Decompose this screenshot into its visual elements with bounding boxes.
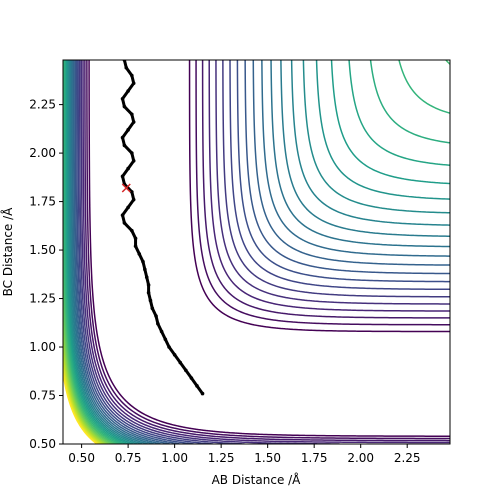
x-tick-label: 1.25 [208, 451, 235, 465]
contour-level [74, 60, 450, 444]
trajectory-point [200, 391, 205, 396]
trajectory-point [172, 352, 177, 357]
contour-level [63, 360, 102, 444]
contour-level [63, 304, 112, 444]
trajectory-point [126, 128, 130, 132]
trajectory-point [133, 236, 138, 241]
contour-level [88, 60, 450, 437]
contour-level [65, 60, 450, 444]
contour-level [63, 366, 100, 444]
trajectory-point [150, 306, 155, 311]
y-tick-label: 1.75 [29, 195, 56, 209]
trajectory-point [156, 321, 160, 326]
trajectory-point [130, 228, 134, 233]
trajectory-point [184, 368, 188, 373]
contour-level [73, 60, 450, 444]
contour-level [64, 60, 450, 444]
contour-level [77, 60, 450, 444]
trajectory-point [163, 337, 168, 342]
x-tick-label: 1.00 [161, 451, 188, 465]
contour-level [72, 60, 450, 444]
contour-level [63, 372, 98, 444]
x-tick-label: 1.50 [254, 451, 281, 465]
x-tick-label: 1.75 [301, 451, 328, 465]
contour-lines [63, 60, 450, 444]
trajectory-point [131, 81, 136, 86]
trajectory-point [122, 104, 127, 109]
trajectory-point [130, 73, 134, 78]
y-tick-label: 1.25 [29, 292, 56, 306]
trajectory-point [148, 298, 153, 303]
trajectory-point [126, 166, 130, 171]
y-axis: 0.50 0.75 1.00 1.25 1.50 1.75 2.00 2.25 [29, 98, 63, 451]
plot-frame [62, 59, 451, 445]
trajectory-point [122, 221, 127, 225]
trajectory-point [159, 329, 164, 334]
trajectory-point [137, 252, 142, 256]
y-tick-label: 0.50 [29, 437, 56, 451]
marker-layer [121, 183, 131, 193]
start-marker [121, 183, 131, 193]
trajectory-point [178, 360, 183, 365]
trajectory-point [120, 135, 125, 140]
trajectory-point [122, 143, 127, 148]
contour-level [78, 60, 450, 444]
plot-area [63, 60, 450, 444]
contour-level [63, 353, 104, 444]
trajectory-layer [120, 60, 205, 396]
contour-level [63, 334, 108, 444]
contour-level [68, 60, 450, 444]
trajectory-point [131, 120, 136, 124]
contour-level [63, 321, 110, 444]
trajectory-point [167, 345, 171, 349]
trajectory-point [120, 96, 125, 101]
trajectory-point [133, 244, 138, 248]
trajectory-point [146, 283, 151, 287]
x-tick-label: 0.50 [68, 451, 95, 465]
trajectory-point [189, 376, 194, 380]
trajectory-point [130, 190, 134, 194]
x-tick-label: 2.25 [394, 451, 421, 465]
contour-level [70, 60, 450, 444]
trajectory-point [120, 213, 125, 217]
contour-level [80, 60, 450, 444]
contour-level [66, 60, 450, 444]
trajectory-point [124, 65, 129, 70]
x-axis-label: AB Distance /Å [212, 472, 302, 487]
trajectory-point [195, 384, 199, 388]
trajectory-point [144, 275, 149, 280]
contour-level [86, 60, 450, 440]
trajectory-point [141, 259, 145, 264]
trajectory-point [154, 314, 158, 318]
y-tick-label: 1.50 [29, 243, 56, 257]
y-tick-label: 2.25 [29, 98, 56, 112]
contour-level [63, 278, 115, 444]
contour-level [75, 60, 450, 444]
x-tick-label: 0.75 [115, 451, 142, 465]
x-axis: 0.50 0.75 1.00 1.25 1.50 1.75 2.00 2.25 [68, 444, 421, 465]
trajectory-point [131, 197, 136, 202]
y-axis-label: BC Distance /Å [0, 207, 15, 297]
trajectory-point [126, 205, 130, 210]
trajectory-point [143, 267, 147, 272]
x-tick-label: 2.00 [347, 451, 374, 465]
trajectory-point [146, 290, 151, 295]
trajectory-point [120, 174, 125, 179]
y-tick-label: 0.75 [29, 389, 56, 403]
y-tick-label: 1.00 [29, 340, 56, 354]
trajectory-point [126, 89, 130, 93]
contour-level [67, 60, 450, 444]
contour-level [63, 60, 450, 444]
contour-level [84, 60, 450, 442]
y-tick-label: 2.00 [29, 146, 56, 160]
trajectory-point [130, 151, 134, 155]
contour-level [69, 60, 450, 444]
trajectory-point [131, 159, 136, 163]
contour-level [63, 344, 106, 444]
contour-level [82, 60, 450, 444]
trajectory-point [130, 112, 134, 117]
